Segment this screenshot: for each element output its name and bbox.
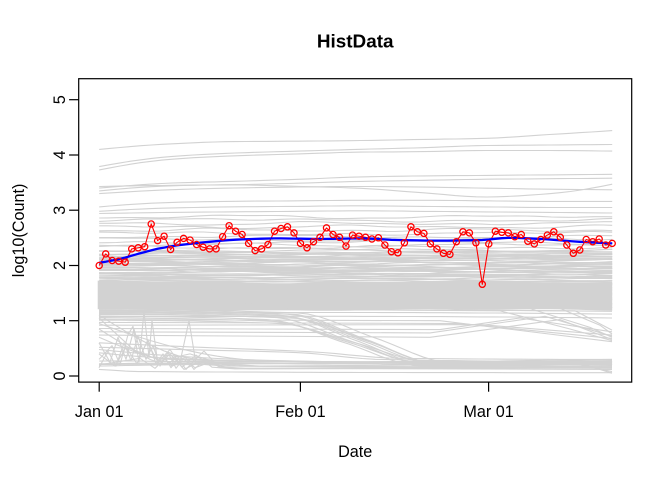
svg-text:4: 4 — [51, 150, 69, 159]
svg-text:Feb 01: Feb 01 — [275, 403, 325, 421]
svg-text:1: 1 — [51, 316, 69, 325]
svg-text:0: 0 — [51, 371, 69, 380]
svg-text:log10(Count): log10(Count) — [10, 184, 28, 278]
svg-text:HistData: HistData — [317, 32, 394, 53]
svg-text:Date: Date — [338, 443, 372, 461]
svg-text:3: 3 — [51, 206, 69, 215]
svg-text:Mar 01: Mar 01 — [463, 403, 513, 421]
svg-text:2: 2 — [51, 261, 69, 270]
svg-text:Jan 01: Jan 01 — [75, 403, 124, 421]
svg-text:5: 5 — [51, 95, 69, 104]
